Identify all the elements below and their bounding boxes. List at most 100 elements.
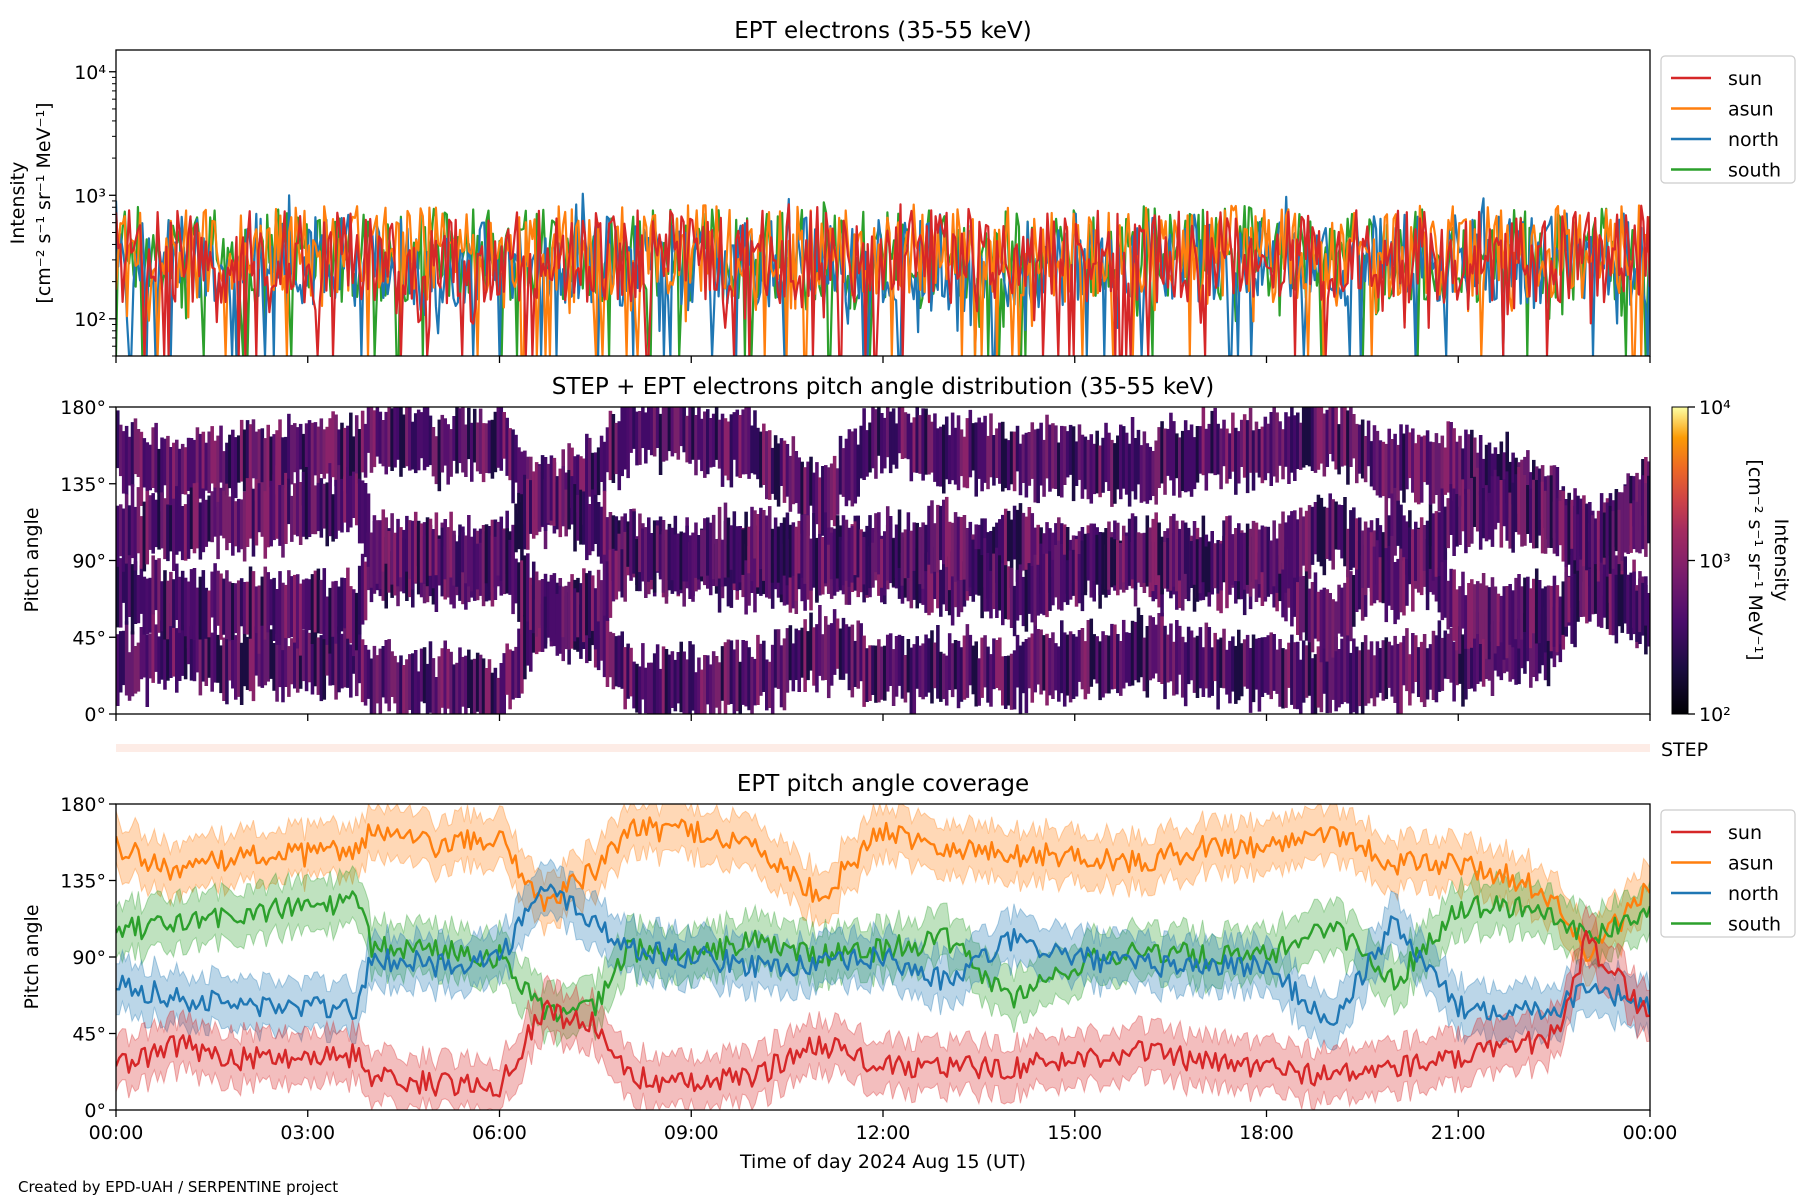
heatmap-cell [278, 419, 282, 491]
heatmap-cell [682, 651, 686, 714]
heatmap-cell [1160, 536, 1164, 595]
heatmap-cell [1641, 475, 1645, 550]
heatmap-cell [782, 440, 787, 503]
heatmap-cell [1234, 427, 1238, 495]
heatmap-cell [1219, 637, 1223, 688]
heatmap-cell [1080, 434, 1085, 499]
heatmap-cell [596, 447, 601, 496]
heatmap-cell [844, 624, 849, 674]
heatmap-cell [1198, 537, 1203, 594]
heatmap-cell [408, 520, 412, 579]
heatmap-cell [717, 506, 722, 579]
heatmap-cell [1313, 572, 1318, 639]
panel1-legend-label-sun: sun [1728, 68, 1762, 90]
heatmap-cell [1180, 430, 1185, 491]
heatmap-cell [649, 662, 654, 714]
heatmap-cell [673, 534, 678, 592]
heatmap-cell [750, 425, 754, 474]
heatmap-cell [1186, 527, 1191, 602]
heatmap-cell [1036, 428, 1040, 504]
heatmap-cell [452, 530, 456, 586]
heatmap-cell [590, 575, 595, 631]
heatmap-cell [1012, 431, 1017, 492]
heatmap-cell [281, 484, 285, 558]
heatmap-cell [198, 576, 203, 640]
heatmap-cell [682, 407, 686, 453]
heatmap-cell [977, 658, 981, 706]
heatmap-cell [753, 548, 757, 613]
heatmap-cell [1225, 516, 1229, 583]
heatmap-cell [1343, 407, 1347, 466]
heatmap-cell [1242, 639, 1247, 687]
heatmap-cell [534, 462, 539, 536]
heatmap-cell [537, 580, 542, 629]
heatmap-cell [154, 422, 158, 493]
panel3-ytick-label: 135° [60, 871, 106, 893]
heatmap-cell [499, 663, 504, 714]
heatmap-cell [121, 431, 126, 494]
heatmap-cell [1304, 567, 1309, 641]
heatmap-cell [520, 451, 524, 503]
heatmap-cell [1077, 630, 1082, 682]
heatmap-cell [1458, 435, 1462, 507]
heatmap-cell [664, 529, 669, 604]
heatmap-cell [1269, 412, 1273, 486]
heatmap-cell [248, 566, 253, 639]
heatmap-cell [1225, 649, 1229, 695]
pitch-angle-distribution-panel: STEP + EPT electrons pitch angle distrib… [21, 374, 1792, 761]
heatmap-cell [1325, 409, 1330, 467]
heatmap-cell [520, 494, 524, 564]
heatmap-cell [661, 520, 666, 593]
heatmap-cell [1092, 523, 1096, 582]
heatmap-cell [1245, 420, 1250, 494]
heatmap-cell [1048, 424, 1052, 492]
heatmap-cell [517, 447, 521, 514]
heatmap-cell [1390, 493, 1394, 547]
heatmap-cell [419, 412, 424, 459]
heatmap-cell [1564, 563, 1568, 627]
heatmap-cell [1178, 528, 1182, 581]
heatmap-cell [366, 493, 371, 567]
heatmap-cell [334, 479, 338, 539]
heatmap-cell [1322, 413, 1327, 477]
heatmap-cell [1296, 519, 1300, 583]
heatmap-cell [343, 627, 347, 688]
heatmap-cell [1561, 490, 1566, 562]
heatmap-cell [552, 573, 557, 645]
heatmap-cell [1369, 532, 1374, 606]
heatmap-cell [275, 589, 279, 645]
heatmap-cell [186, 494, 191, 559]
heatmap-cell [1540, 588, 1545, 657]
heatmap-cell [334, 628, 338, 700]
heatmap-cell [357, 478, 362, 544]
heatmap-cell [207, 590, 211, 638]
heatmap-cell [1375, 540, 1380, 601]
heatmap-cell [1558, 596, 1563, 645]
heatmap-cell [1411, 633, 1415, 694]
heatmap-cell [1632, 571, 1636, 635]
heatmap-cell [652, 407, 657, 457]
heatmap-cell [1576, 558, 1580, 622]
heatmap-cell [1328, 493, 1332, 561]
heatmap-cell [1172, 421, 1176, 496]
heatmap-cell [1514, 626, 1518, 685]
heatmap-cell [806, 515, 810, 583]
heatmap-cell [1520, 492, 1524, 547]
heatmap-cell [579, 583, 583, 632]
heatmap-cell [1402, 433, 1406, 503]
heatmap-cell [747, 526, 751, 574]
heatmap-cell [880, 538, 884, 588]
heatmap-cell [1473, 619, 1477, 692]
heatmap-cell [248, 424, 253, 493]
heatmap-cell [411, 421, 415, 470]
heatmap-cell [251, 419, 256, 479]
heatmap-cell [186, 437, 191, 491]
heatmap-cell [1213, 543, 1217, 589]
heatmap-cell [585, 433, 589, 505]
panel1-frame [115, 49, 1651, 357]
heatmap-cell [434, 677, 439, 714]
heatmap-cell [1104, 528, 1108, 598]
heatmap-cell [349, 475, 353, 528]
heatmap-cell [762, 423, 766, 485]
